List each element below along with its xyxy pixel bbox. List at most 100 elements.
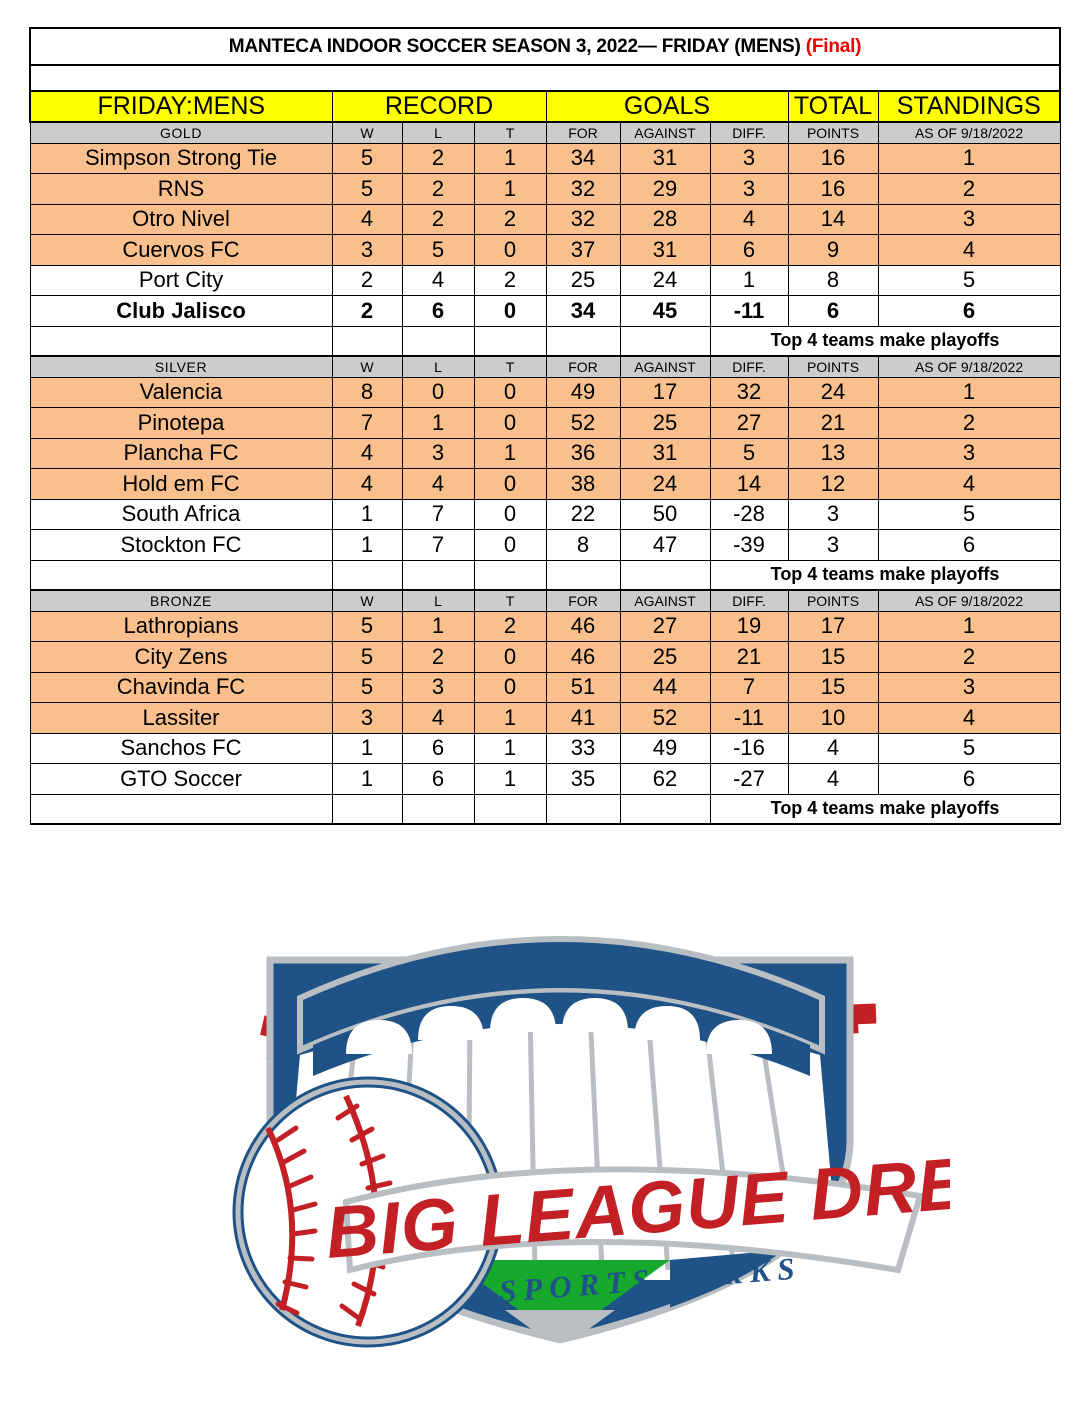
note-blank-w	[331, 793, 403, 825]
cell-ties: 0	[473, 671, 547, 703]
cell-goals-against: 29	[619, 173, 711, 205]
cell-team-name: Sanchos FC	[29, 732, 333, 764]
header-record: RECORD	[331, 90, 547, 123]
note-blank-against	[619, 793, 711, 825]
big-league-dreams-logo: BIG LEAGUE DREAMS SPORTS PARKS	[150, 840, 950, 1360]
cell-goals-against: 25	[619, 407, 711, 439]
spacer-row	[28, 64, 1062, 92]
title-status-badge: (Final)	[805, 35, 862, 57]
cell-team-name: Pinotepa	[29, 407, 333, 439]
cell-losses: 2	[401, 142, 475, 174]
cell-goals-against: 31	[619, 437, 711, 469]
cell-ties: 1	[473, 702, 547, 734]
subheader-w: W	[331, 589, 403, 612]
cell-points: 14	[787, 203, 879, 235]
cell-standing: 3	[877, 203, 1061, 235]
cell-losses: 2	[401, 641, 475, 673]
note-blank-t	[473, 325, 547, 357]
cell-standing: 6	[877, 763, 1061, 795]
cell-points: 4	[787, 732, 879, 764]
cell-team-name: Lathropians	[29, 610, 333, 642]
cell-goal-diff: 6	[709, 234, 789, 266]
table-row: Lathropians 5 1 2 46 27 19 17 1	[29, 610, 1061, 642]
cell-standing: 2	[877, 407, 1061, 439]
cell-wins: 5	[331, 173, 403, 205]
cell-wins: 1	[331, 529, 403, 561]
subheader-points: POINTS	[787, 589, 879, 612]
note-blank-l	[401, 559, 475, 591]
cell-goals-for: 34	[545, 295, 621, 327]
cell-standing: 1	[877, 142, 1061, 174]
cell-goals-against: 28	[619, 203, 711, 235]
cell-standing: 2	[877, 641, 1061, 673]
cell-points: 16	[787, 142, 879, 174]
cell-wins: 2	[331, 264, 403, 296]
cell-standing: 4	[877, 468, 1061, 500]
standings-table: MANTECA INDOOR SOCCER SEASON 3, 2022— FR…	[28, 27, 1062, 825]
cell-ties: 1	[473, 173, 547, 205]
playoff-note: Top 4 teams make playoffs	[709, 559, 1061, 591]
page-title: MANTECA INDOOR SOCCER SEASON 3, 2022— FR…	[28, 27, 1062, 66]
cell-wins: 5	[331, 641, 403, 673]
note-blank-for	[545, 559, 621, 591]
cell-points: 16	[787, 173, 879, 205]
table-row: South Africa 1 7 0 22 50 -28 3 5	[29, 498, 1061, 530]
subheader-as_of: AS OF 9/18/2022	[877, 589, 1061, 612]
cell-wins: 3	[331, 234, 403, 266]
cell-goals-for: 38	[545, 468, 621, 500]
note-blank-team	[29, 559, 333, 591]
cell-goals-for: 46	[545, 641, 621, 673]
cell-goals-against: 47	[619, 529, 711, 561]
table-row: Hold em FC 4 4 0 38 24 14 12 4	[29, 468, 1061, 500]
cell-wins: 4	[331, 203, 403, 235]
cell-losses: 4	[401, 264, 475, 296]
table-row: GTO Soccer 1 6 1 35 62 -27 4 6	[29, 763, 1061, 795]
cell-points: 6	[787, 295, 879, 327]
cell-team-name: Hold em FC	[29, 468, 333, 500]
cell-wins: 5	[331, 610, 403, 642]
cell-goals-for: 22	[545, 498, 621, 530]
cell-goal-diff: -11	[709, 702, 789, 734]
note-blank-t	[473, 793, 547, 825]
subheader-against: AGAINST	[619, 121, 711, 144]
header-goals: GOALS	[545, 90, 789, 123]
header-league: FRIDAY:MENS	[29, 90, 333, 123]
note-blank-w	[331, 325, 403, 357]
cell-goals-for: 41	[545, 702, 621, 734]
cell-goal-diff: -27	[709, 763, 789, 795]
cell-goals-against: 62	[619, 763, 711, 795]
subheader-t: T	[473, 121, 547, 144]
cell-goals-against: 31	[619, 234, 711, 266]
cell-standing: 5	[877, 498, 1061, 530]
cell-goals-for: 36	[545, 437, 621, 469]
subheader-for: FOR	[545, 121, 621, 144]
cell-goals-for: 33	[545, 732, 621, 764]
cell-team-name: Stockton FC	[29, 529, 333, 561]
subheader-w: W	[331, 355, 403, 378]
cell-goals-for: 25	[545, 264, 621, 296]
cell-losses: 4	[401, 702, 475, 734]
cell-points: 12	[787, 468, 879, 500]
cell-goal-diff: 7	[709, 671, 789, 703]
cell-goal-diff: 19	[709, 610, 789, 642]
cell-losses: 6	[401, 732, 475, 764]
cell-wins: 8	[331, 376, 403, 408]
subheader-as_of: AS OF 9/18/2022	[877, 355, 1061, 378]
subheader-diff: DIFF.	[709, 589, 789, 612]
cell-wins: 5	[331, 671, 403, 703]
cell-team-name: City Zens	[29, 641, 333, 673]
cell-ties: 2	[473, 610, 547, 642]
cell-goals-for: 37	[545, 234, 621, 266]
cell-points: 8	[787, 264, 879, 296]
cell-team-name: Plancha FC	[29, 437, 333, 469]
note-blank-team	[29, 793, 333, 825]
note-blank-for	[545, 325, 621, 357]
cell-wins: 4	[331, 468, 403, 500]
standings-table-container: MANTECA INDOOR SOCCER SEASON 3, 2022— FR…	[28, 27, 1062, 825]
cell-standing: 6	[877, 295, 1061, 327]
division-subheader-row: SILVER W L T FOR AGAINST DIFF. POINTS AS OF 9/18…	[29, 355, 1061, 378]
cell-goals-against: 31	[619, 142, 711, 174]
cell-goal-diff: 21	[709, 641, 789, 673]
subheader-l: L	[401, 355, 475, 378]
